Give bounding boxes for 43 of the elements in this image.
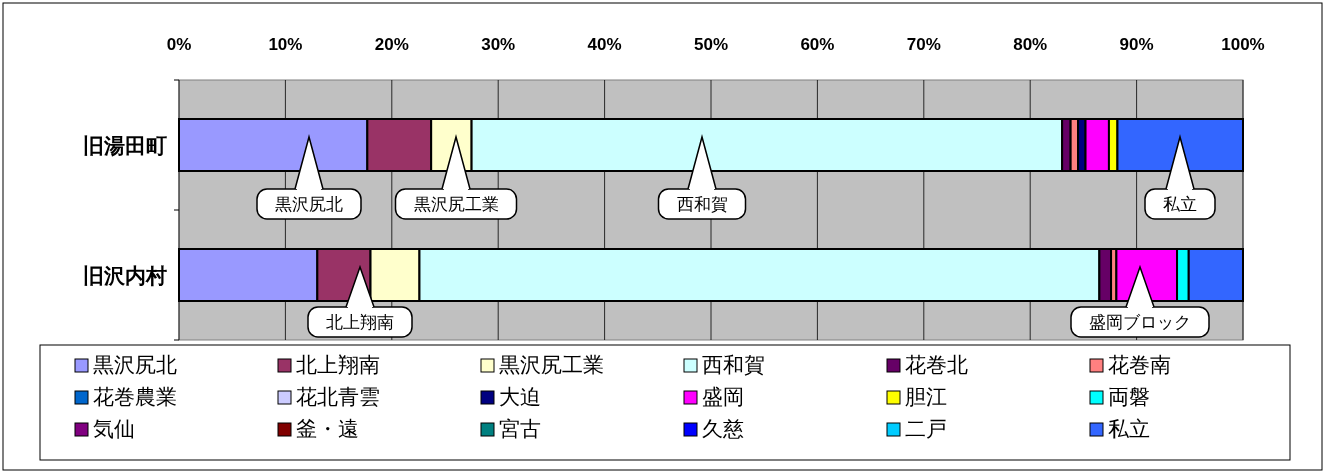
legend-label: 私立 — [1108, 417, 1150, 440]
annotation: 黒沢尻北 — [275, 195, 343, 214]
callout: 私立 — [1144, 134, 1216, 220]
x-tick-label: 100% — [1221, 35, 1265, 54]
callout: 黒沢尻工業 — [394, 134, 518, 220]
callout: 黒沢尻北 — [256, 134, 362, 220]
legend-label: 西和賀 — [702, 353, 765, 376]
legend-label: 花北青雲 — [296, 385, 380, 408]
legend-label: 盛岡 — [702, 385, 744, 408]
annotation: 黒沢尻工業 — [413, 195, 499, 214]
x-tick-label: 50% — [693, 35, 729, 54]
legend-label: 花巻北 — [905, 353, 968, 376]
x-tick-label: 40% — [587, 35, 622, 54]
x-tick-label: 90% — [1119, 35, 1154, 54]
x-tick-label: 30% — [481, 35, 516, 54]
callout: 北上翔南 — [307, 264, 413, 338]
legend-label: 花巻農業 — [93, 385, 177, 408]
x-tick-label: 60% — [800, 35, 835, 54]
legend-label: 北上翔南 — [296, 353, 380, 376]
callout: 西和賀 — [657, 134, 747, 220]
x-tick-label: 20% — [374, 35, 409, 54]
x-tick-label: 0% — [166, 35, 192, 54]
legend-label: 黒沢尻工業 — [499, 353, 604, 376]
x-tick-label: 10% — [268, 35, 303, 54]
legend-label: 大迫 — [499, 385, 541, 408]
legend-label: 花巻南 — [1108, 353, 1171, 376]
legend-label: 二戸 — [905, 417, 947, 440]
annotation: 北上翔南 — [326, 313, 394, 332]
legend-label: 両磐 — [1108, 385, 1150, 408]
annotation: 西和賀 — [676, 195, 728, 214]
annotation: 私立 — [1163, 195, 1197, 214]
x-tick-label: 70% — [906, 35, 941, 54]
legend-label: 久慈 — [702, 417, 744, 440]
legend-label: 宮古 — [499, 417, 541, 440]
y-tick-label: 旧湯田町 — [83, 134, 167, 157]
legend-label: 黒沢尻北 — [93, 353, 177, 376]
y-tick-label: 旧沢内村 — [83, 264, 167, 287]
legend-label: 気仙 — [93, 417, 135, 440]
legend-label: 胆江 — [905, 385, 947, 408]
legend-label: 釜・遠 — [296, 417, 359, 440]
x-tick-label: 80% — [1013, 35, 1048, 54]
callout: 盛岡ブロック — [1070, 264, 1210, 338]
annotation: 盛岡ブロック — [1089, 313, 1191, 332]
